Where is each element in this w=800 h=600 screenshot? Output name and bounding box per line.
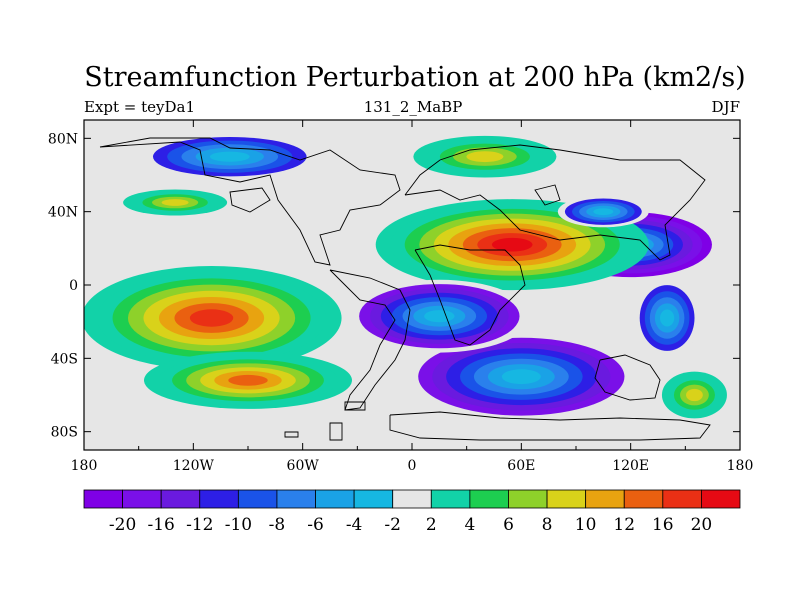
x-tick-label: 180 [71,458,98,474]
colorbar-box [237,489,278,509]
y-tick-label: 0 [69,278,78,294]
contour-south-pacific-high-3-wrap-2 [18,380,59,409]
colorbar-label: 6 [503,515,514,535]
colorbar-label: -16 [148,515,175,535]
colorbar-label: -20 [109,515,136,535]
x-tick-label: 120W [173,458,215,474]
colorbar-label: 2 [426,515,437,535]
y-tick-label: 40S [51,351,78,367]
center-string: 131_2_MaBP [363,98,463,116]
contour-north-pacific-low-wrap-1 [0,212,56,277]
contour-south-pacific-high-3-wrap-3 [24,385,53,406]
coastline-10 [534,184,561,206]
contour-north-pacific-low-wrap-2 [0,216,46,273]
colorbar-label: 20 [691,515,713,535]
contour-arctic-high-4 [466,151,504,163]
contour-north-america-low-5 [209,151,250,162]
contour-north-pacific-low-wrap-6 [0,231,8,257]
coastline-group [99,137,711,441]
colorbar-box [469,489,509,509]
coastline-0 [99,137,401,266]
colorbar-box [430,489,471,509]
x-tick-label: 0 [408,458,417,474]
x-tick-label: 60W [287,458,320,474]
contour-north-pacific-high-4 [161,199,189,206]
x-tick-label: 60E [507,458,535,474]
y-tick-label: 80N [48,131,78,147]
colorbar-box [701,489,741,509]
colorbar-box [623,489,664,509]
contour-south-pacific-high-3-wrap-1 [12,376,65,414]
contour-south-pacific-high-7 [189,309,234,327]
colorbar-box [353,489,394,509]
colorbar-label: -6 [307,515,324,535]
colorbar-box [392,489,432,509]
x-tick-label: 120E [612,458,649,474]
colorbar-label: -4 [346,515,363,535]
contour-afro-asian-high-8 [491,237,533,252]
colorbar-box [508,489,548,509]
coastline-7 [329,422,343,441]
coastline-2 [404,144,706,261]
right-string: DJF [711,98,740,116]
contour-south-atlantic-low-7 [424,310,455,323]
colorbar-label: -10 [225,515,252,535]
coastline-3 [414,244,526,346]
coastline-5 [389,411,711,441]
colorbar-box [315,489,355,509]
colorbar-label: 10 [575,515,597,535]
contour-south-indian-low-7 [501,369,541,385]
colorbar-box [662,489,702,509]
chart-title: Streamfunction Perturbation at 200 hPa (… [84,62,746,93]
colorbar-label: -8 [269,515,286,535]
coastline-6 [284,431,299,438]
colorbar-label: 12 [613,515,635,535]
colorbar-box [122,489,162,509]
contour-north-pacific-low-wrap-3 [0,220,37,270]
colorbar-box [199,489,239,509]
coastline-4 [594,354,661,401]
contour-north-pacific-low-wrap-5 [0,228,17,262]
contour-north-pacific-low-wrap-4 [0,224,27,266]
coastline-9 [229,187,271,213]
colorbar: -20 -16 -12 -10 -8 -6 -4 -2 2 4 6 8 10 12 16 20 [83,489,741,535]
contour-south-pacific-high-3-4 [686,388,703,402]
contour-south-pacific-east-low-5 [660,309,675,327]
colorbar-box [546,489,587,509]
y-tick-label: 80S [51,425,78,441]
colorbar-label: 4 [464,515,475,535]
colorbar-label: 16 [652,515,674,535]
y-axis: 80N 40N 0 40S 80S [48,131,740,441]
contour-south-pacific-high-2-6 [228,374,268,386]
contour-south-pacific-high-3-wrap-0 [6,372,71,419]
left-string: Expt = teyDa1 [84,98,196,116]
contour-south-pacific-high-3-wrap-4 [30,389,47,401]
colorbar-box [160,489,201,509]
coastline-8 [344,401,366,411]
colorbar-label: -12 [186,515,213,535]
colorbar-label: 8 [542,515,553,535]
colorbar-box [585,489,625,509]
x-axis: 180 120W 60W 0 60E 120E 180 [71,120,754,474]
colorbar-box [83,489,123,509]
y-tick-label: 40N [48,205,78,221]
contour-east-asia-low-5 [593,208,614,216]
x-tick-label: 180 [727,458,754,474]
colorbar-box [276,489,316,509]
colorbar-label: -2 [384,515,401,535]
